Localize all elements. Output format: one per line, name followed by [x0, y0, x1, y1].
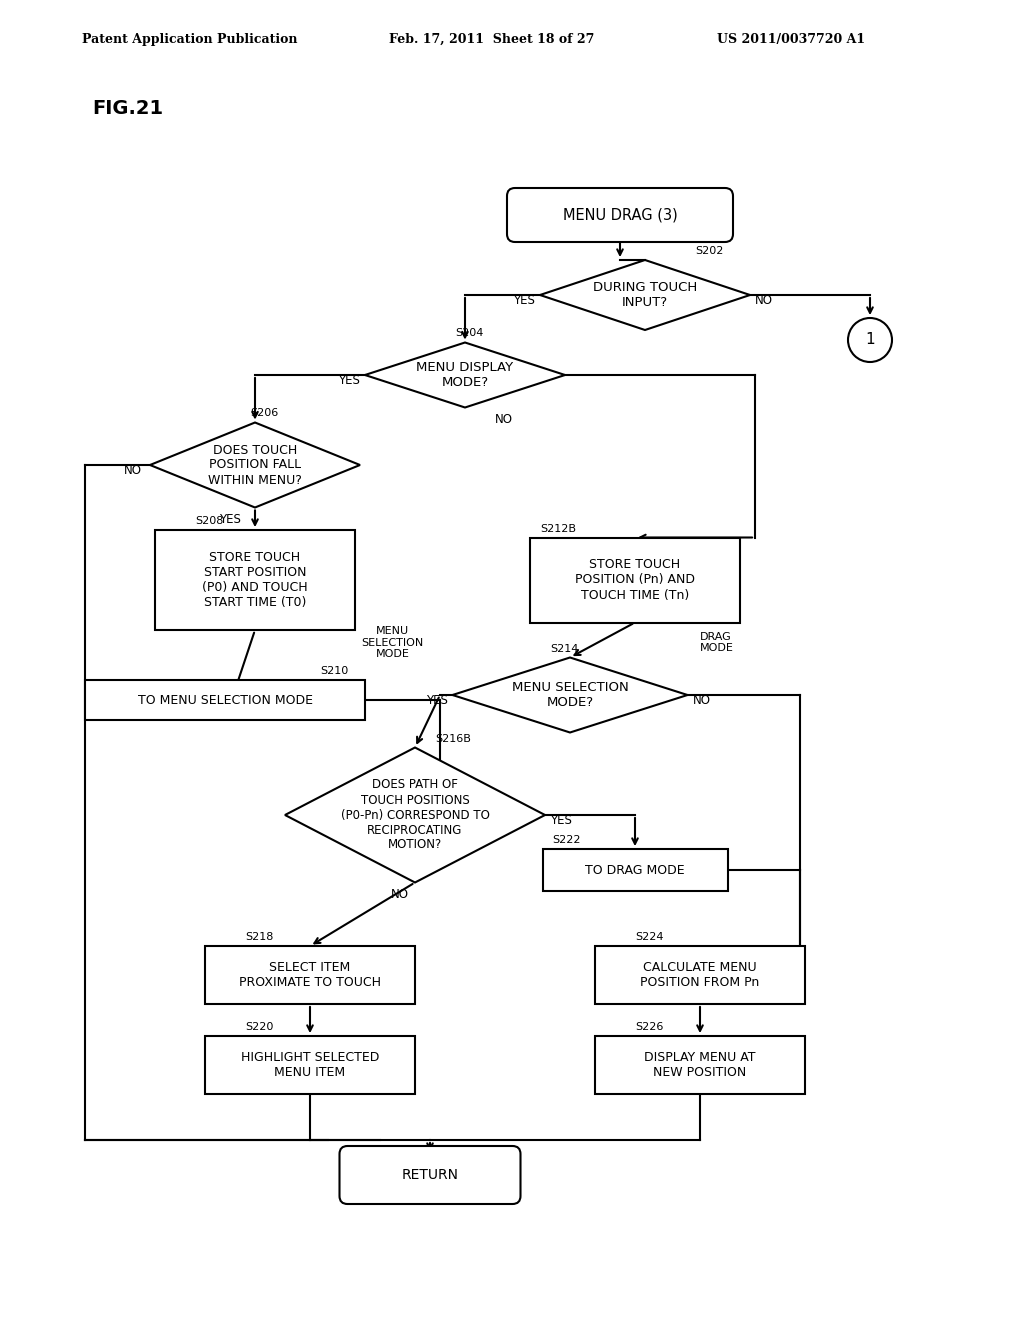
Text: S216B: S216B — [435, 734, 471, 743]
Text: YES: YES — [338, 374, 360, 387]
Text: FIG.21: FIG.21 — [92, 99, 163, 117]
Text: S206: S206 — [250, 408, 279, 418]
Bar — [205, 1036, 415, 1094]
Text: MENU DRAG (3): MENU DRAG (3) — [562, 207, 677, 223]
Text: DOES PATH OF
TOUCH POSITIONS
(P0-Pn) CORRESPOND TO
RECIPROCATING
MOTION?: DOES PATH OF TOUCH POSITIONS (P0-Pn) COR… — [341, 779, 489, 851]
Text: RETURN: RETURN — [401, 1168, 459, 1181]
FancyBboxPatch shape — [340, 1146, 520, 1204]
Text: DOES TOUCH
POSITION FALL
WITHIN MENU?: DOES TOUCH POSITION FALL WITHIN MENU? — [208, 444, 302, 487]
Polygon shape — [453, 657, 687, 733]
Polygon shape — [150, 422, 360, 507]
Text: MENU
SELECTION
MODE: MENU SELECTION MODE — [361, 626, 424, 659]
Text: Feb. 17, 2011  Sheet 18 of 27: Feb. 17, 2011 Sheet 18 of 27 — [389, 33, 595, 46]
Text: S212B: S212B — [540, 524, 575, 533]
Bar — [205, 946, 415, 1005]
Bar — [85, 680, 365, 719]
Text: S214: S214 — [550, 644, 579, 653]
Text: S222: S222 — [553, 836, 581, 845]
Text: 1: 1 — [865, 333, 874, 347]
Text: YES: YES — [513, 293, 535, 306]
Text: S204: S204 — [455, 329, 483, 338]
Text: DURING TOUCH
INPUT?: DURING TOUCH INPUT? — [593, 281, 697, 309]
Text: HIGHLIGHT SELECTED
MENU ITEM: HIGHLIGHT SELECTED MENU ITEM — [241, 1051, 379, 1078]
Bar — [595, 1036, 805, 1094]
Text: YES: YES — [219, 513, 241, 525]
Text: YES: YES — [426, 693, 447, 706]
FancyBboxPatch shape — [507, 187, 733, 242]
Polygon shape — [540, 260, 750, 330]
Polygon shape — [365, 342, 565, 408]
Text: Patent Application Publication: Patent Application Publication — [82, 33, 297, 46]
Text: S224: S224 — [635, 932, 664, 942]
Text: S226: S226 — [635, 1022, 664, 1032]
Text: US 2011/0037720 A1: US 2011/0037720 A1 — [717, 33, 865, 46]
Text: SELECT ITEM
PROXIMATE TO TOUCH: SELECT ITEM PROXIMATE TO TOUCH — [239, 961, 381, 989]
Bar — [595, 946, 805, 1005]
Text: S202: S202 — [695, 246, 723, 256]
Text: S218: S218 — [245, 932, 273, 942]
Text: STORE TOUCH
POSITION (Pn) AND
TOUCH TIME (Tn): STORE TOUCH POSITION (Pn) AND TOUCH TIME… — [575, 558, 695, 602]
Text: TO DRAG MODE: TO DRAG MODE — [585, 863, 685, 876]
Text: YES: YES — [550, 813, 571, 826]
Text: NO: NO — [755, 293, 773, 306]
Text: MENU DISPLAY
MODE?: MENU DISPLAY MODE? — [417, 360, 514, 389]
Bar — [530, 537, 740, 623]
Text: NO: NO — [495, 413, 513, 426]
Text: S208: S208 — [195, 516, 223, 525]
Text: CALCULATE MENU
POSITION FROM Pn: CALCULATE MENU POSITION FROM Pn — [640, 961, 760, 989]
Bar — [155, 531, 355, 630]
Text: TO MENU SELECTION MODE: TO MENU SELECTION MODE — [137, 693, 312, 706]
Text: STORE TOUCH
START POSITION
(P0) AND TOUCH
START TIME (T0): STORE TOUCH START POSITION (P0) AND TOUC… — [202, 550, 308, 609]
Text: DRAG
MODE: DRAG MODE — [699, 632, 733, 653]
Text: DISPLAY MENU AT
NEW POSITION: DISPLAY MENU AT NEW POSITION — [644, 1051, 756, 1078]
Text: NO: NO — [692, 693, 711, 706]
Text: NO: NO — [124, 463, 142, 477]
Text: MENU SELECTION
MODE?: MENU SELECTION MODE? — [512, 681, 629, 709]
Text: S210: S210 — [319, 667, 348, 676]
Circle shape — [848, 318, 892, 362]
Text: NO: NO — [391, 888, 409, 902]
Bar — [543, 849, 727, 891]
Text: S220: S220 — [245, 1022, 273, 1032]
Polygon shape — [285, 747, 545, 883]
